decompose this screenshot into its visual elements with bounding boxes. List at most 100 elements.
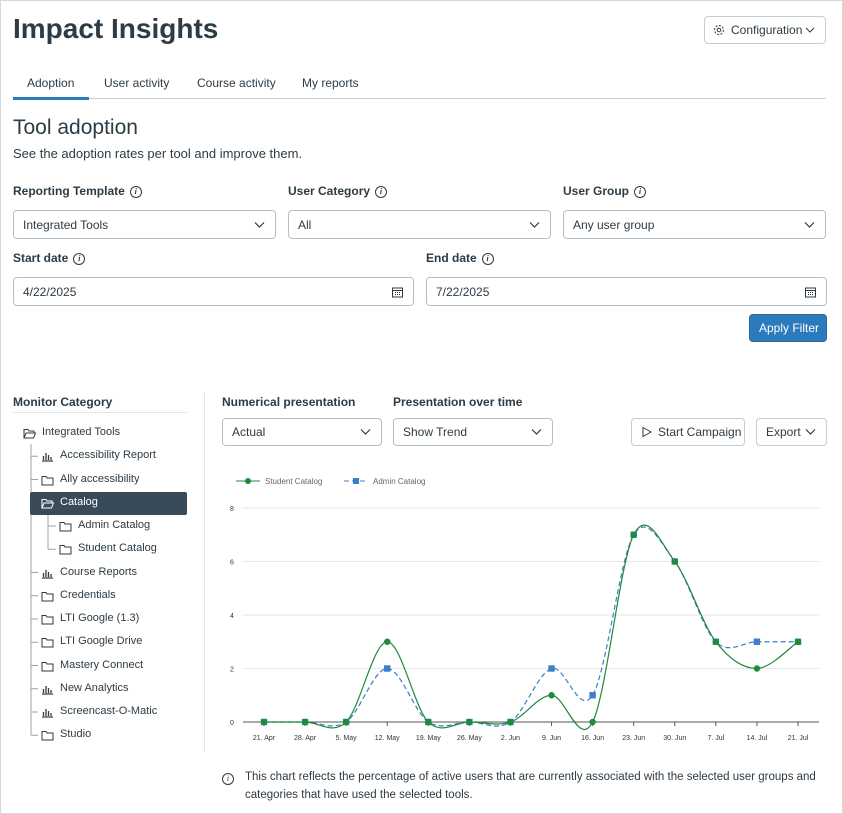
tree-item[interactable]: Screencast-O-Matic (60, 705, 158, 717)
tree-item[interactable]: LTI Google Drive (60, 635, 143, 648)
chevron-path (805, 429, 816, 435)
tree-icon (23, 429, 36, 439)
tree-item[interactable]: Catalog (60, 495, 98, 508)
calendar-grid (805, 289, 816, 295)
field-label: Reporting Template i (13, 184, 142, 198)
x-tick-label: 12. May (375, 735, 400, 742)
calendar-icon (805, 287, 816, 297)
series-line (264, 526, 798, 727)
divider (13, 412, 187, 413)
select-value: Any user group (573, 217, 655, 232)
field-label: User Category i (288, 184, 388, 198)
report-icon (42, 709, 53, 718)
select[interactable]: Any user group (563, 210, 826, 239)
chevron-path (254, 221, 265, 228)
tree-icon (41, 498, 54, 509)
y-tick-label: 6 (230, 560, 234, 567)
field-label: Numerical presentation (222, 395, 356, 409)
tree-item[interactable]: Student Catalog (78, 542, 157, 555)
chevron-path (360, 429, 371, 435)
select-value: Show Trend (403, 425, 468, 439)
chevron-path (529, 221, 540, 228)
field-label: End date i (426, 251, 494, 265)
point (753, 665, 761, 672)
legend-marker (245, 478, 251, 484)
button-label: Export (766, 425, 801, 439)
label-text: User Group (563, 184, 630, 198)
section-title: Tool adoption (13, 116, 138, 139)
divider (204, 393, 205, 751)
tab[interactable]: Adoption (27, 76, 75, 90)
active-tab-indicator (13, 97, 89, 100)
y-tick-label: 8 (230, 506, 234, 513)
x-tick-label: 26. May (457, 735, 482, 742)
select[interactable]: Integrated Tools (13, 210, 276, 239)
tree-item[interactable]: Course Reports (60, 565, 138, 578)
tree-item[interactable]: Accessibility Report (60, 449, 156, 462)
start-campaign-button[interactable]: Start Campaign (631, 418, 745, 446)
folder-icon (59, 545, 72, 555)
select[interactable]: All (288, 210, 551, 239)
y-tick-label: 0 (230, 720, 234, 727)
point (548, 665, 555, 672)
folder-icon (41, 731, 54, 741)
x-tick-label: 9. Jun (542, 735, 561, 742)
chevron-path (804, 221, 815, 228)
select-value: All (298, 217, 312, 232)
label-text: End date (426, 251, 477, 265)
folder-icon (41, 638, 54, 648)
button-label: Start Campaign (658, 425, 742, 439)
date-input[interactable]: 4/22/2025 (13, 277, 414, 306)
configuration-button[interactable]: Configuration (704, 16, 826, 44)
tree-item[interactable]: Admin Catalog (78, 519, 151, 531)
tab[interactable]: Course activity (197, 76, 276, 90)
selected-row (30, 491, 187, 515)
chevron (804, 221, 815, 228)
point (260, 718, 268, 726)
x-tick-label: 16. Jun (581, 735, 604, 742)
point (671, 558, 678, 565)
export-button[interactable]: Export (756, 418, 827, 446)
tree-item[interactable]: New Analytics (60, 681, 129, 694)
chevron (805, 27, 815, 33)
legend-label: Student Catalog (265, 477, 322, 486)
x-tick-label: 21. Jul (788, 735, 809, 742)
tab-divider (13, 98, 826, 99)
tree-item[interactable]: Integrated Tools (42, 426, 121, 438)
folder-open-icon (23, 429, 36, 439)
tree-item[interactable]: Ally accessibility (60, 472, 140, 485)
tree-icon (41, 475, 54, 485)
tree-icon (41, 591, 54, 602)
tree-item[interactable]: Credentials (60, 588, 116, 601)
apply-filter-button[interactable]: Apply Filter (749, 314, 827, 342)
report-icon (42, 569, 53, 579)
label-text: User Category (288, 184, 371, 198)
tab[interactable]: My reports (302, 76, 359, 90)
tree-item[interactable]: LTI Google (1.3) (60, 612, 140, 624)
report-icon (42, 685, 53, 695)
tree-icon (41, 661, 54, 671)
point (548, 692, 555, 699)
tab[interactable]: User activity (104, 76, 170, 90)
chevron (529, 221, 540, 228)
point (794, 638, 802, 645)
date-input[interactable]: 7/22/2025 (426, 277, 827, 306)
tree-icon (41, 638, 54, 648)
play-icon (642, 426, 652, 438)
point (466, 718, 473, 726)
point (507, 718, 514, 726)
monitor-title: Monitor Category (13, 395, 113, 409)
field-label: Presentation over time (393, 395, 523, 409)
point (753, 638, 761, 645)
x-tick-label: 30. Jun (663, 735, 686, 742)
point (712, 638, 720, 645)
point (384, 665, 391, 672)
report-icon (42, 453, 53, 462)
field-label: User Group i (563, 184, 647, 198)
tree-item[interactable]: Mastery Connect (60, 658, 144, 671)
point (589, 718, 596, 726)
tree-icon (42, 685, 53, 695)
tree-item[interactable]: Studio (60, 728, 92, 741)
select[interactable]: Show Trend (393, 418, 553, 446)
select[interactable]: Actual (222, 418, 382, 446)
